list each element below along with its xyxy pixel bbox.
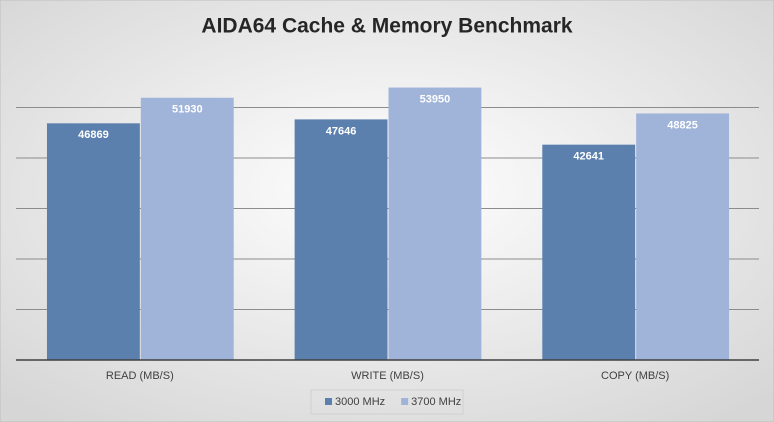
data-label: 47646: [326, 125, 357, 137]
bar: [636, 113, 730, 360]
data-label: 48825: [667, 119, 698, 131]
bar: [46, 123, 140, 360]
data-label: 42641: [573, 151, 604, 163]
data-label: 46869: [78, 129, 109, 141]
legend-swatch: [325, 398, 332, 405]
x-tick-label: READ (MB/S): [106, 370, 174, 382]
legend-swatch: [401, 398, 409, 405]
chart-title: AIDA64 Cache & Memory Benchmark: [201, 15, 572, 38]
bar: [542, 144, 636, 360]
legend-label: 3700 MHz: [411, 396, 461, 408]
bar: [388, 87, 482, 361]
x-tick-label: COPY (MB/S): [601, 370, 669, 382]
legend-label: 3000 MHz: [335, 396, 385, 408]
bar: [294, 119, 388, 361]
bar: [140, 97, 234, 360]
legend-box: [310, 389, 464, 415]
data-label: 53950: [420, 93, 451, 105]
x-tick-label: WRITE (MB/S): [351, 370, 424, 382]
data-label: 51930: [172, 104, 203, 116]
